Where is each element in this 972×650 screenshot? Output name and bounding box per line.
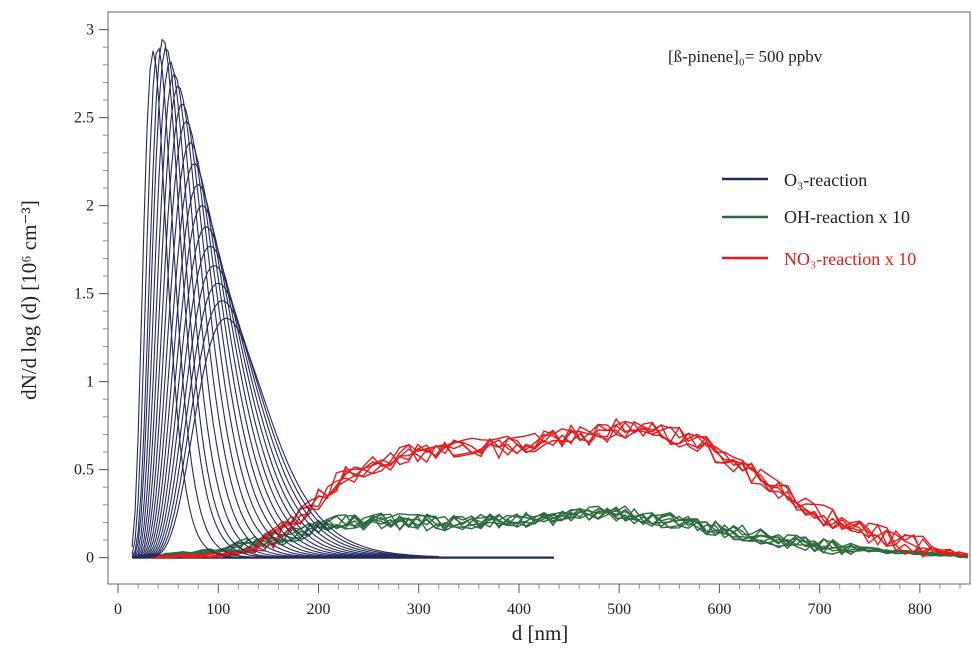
o3-series-line	[132, 300, 439, 559]
o3-series-line	[132, 103, 439, 559]
y-tick-label: 0	[86, 550, 94, 567]
y-tick-label: 1.5	[74, 286, 94, 303]
y-tick-label: 2.5	[74, 110, 94, 127]
y-tick-label: 1	[86, 374, 94, 391]
x-tick-label: 800	[908, 601, 932, 618]
x-tick-label: 400	[507, 601, 531, 618]
o3-series-line	[132, 245, 439, 559]
series-layer	[131, 38, 969, 559]
legend-label-no3: NO₃-reaction x 10	[784, 249, 916, 269]
y-axis-title: dN/d log (d) [10⁶ cm⁻³]	[17, 200, 41, 400]
no3-series-line	[137, 420, 969, 559]
plot-frame	[107, 11, 971, 585]
y-axis: 0 0.5 1 1.5 2 2.5 3	[74, 22, 108, 567]
x-axis-title: d [nm]	[512, 621, 569, 645]
no3-series-line	[138, 417, 969, 559]
legend-label-oh: OH-reaction x 10	[784, 207, 910, 227]
y-tick-label: 3	[86, 22, 94, 39]
o3-series-line	[132, 317, 439, 559]
x-tick-label: 0	[114, 601, 122, 618]
no3-series-line	[137, 420, 969, 559]
x-tick-label: 300	[407, 601, 431, 618]
y-tick-label: 0.5	[74, 462, 94, 479]
concentration-annotation: [ß-pinene]₀= 500 ppbv	[668, 47, 823, 66]
legend-label-o3: O₃-reaction	[784, 170, 867, 190]
legend: O₃-reaction OH-reaction x 10 NO₃-reactio…	[722, 170, 916, 269]
x-tick-label: 700	[808, 601, 832, 618]
o3-series-line	[132, 282, 439, 559]
o3-series-line	[132, 183, 439, 559]
x-tick-label: 600	[707, 601, 731, 618]
x-tick-label: 200	[306, 601, 330, 618]
o3-series-line	[132, 265, 439, 559]
x-axis: 0 100 200 300 400 500 600 700 800	[114, 584, 961, 618]
y-tick-label: 2	[86, 198, 94, 215]
x-tick-label: 100	[206, 601, 230, 618]
x-tick-label: 500	[607, 601, 631, 618]
no3-series-line	[138, 424, 969, 559]
o3-series-line	[132, 163, 439, 559]
plot-area	[107, 11, 971, 585]
